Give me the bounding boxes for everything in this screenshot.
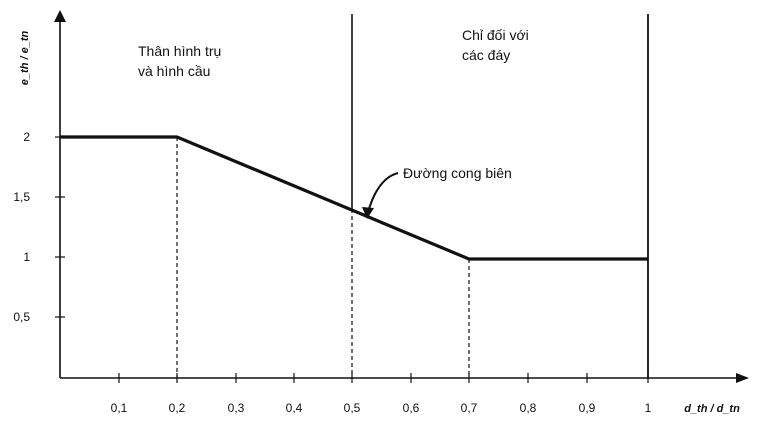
x-tick-label-0-7: 0,7 xyxy=(461,401,478,415)
x-tick-label-0-2: 0,2 xyxy=(169,401,186,415)
region-right-label-line1: Chỉ đối với xyxy=(462,27,529,43)
x-tick-label-0-5: 0,5 xyxy=(344,401,361,415)
region-right-label-line2: các đáy xyxy=(462,47,510,63)
y-axis-label: e_th / e_tn xyxy=(19,31,31,86)
y-tick-label-0-5: 0,5 xyxy=(13,310,30,324)
x-tick-label-0-6: 0,6 xyxy=(403,401,420,415)
curve-label-arrow xyxy=(367,172,399,213)
y-tick-label-1: 1 xyxy=(23,250,30,264)
x-tick-label-0-8: 0,8 xyxy=(520,401,537,415)
x-tick-label-1: 1 xyxy=(645,401,652,415)
x-axis-arrow xyxy=(736,373,749,383)
boundary-curve xyxy=(60,135,648,261)
y-tick-label-1-5: 1,5 xyxy=(13,190,30,204)
x-tick-label-0-9: 0,9 xyxy=(579,401,596,415)
curve-label-arrowhead xyxy=(362,207,374,219)
region-left-label-line2: và hình cầu xyxy=(138,63,210,79)
x-tick-label-0-1: 0,1 xyxy=(111,401,128,415)
x-tick-label-0-3: 0,3 xyxy=(228,401,245,415)
curve-label: Đường cong biên xyxy=(403,165,512,181)
y-axis-arrow xyxy=(54,10,66,22)
x-axis-label: d_th / d_tn xyxy=(684,403,740,415)
x-tick-label-0-4: 0,4 xyxy=(286,401,303,415)
region-left-label-line1: Thân hình trụ xyxy=(138,43,221,59)
y-tick-label-2: 2 xyxy=(23,130,30,144)
